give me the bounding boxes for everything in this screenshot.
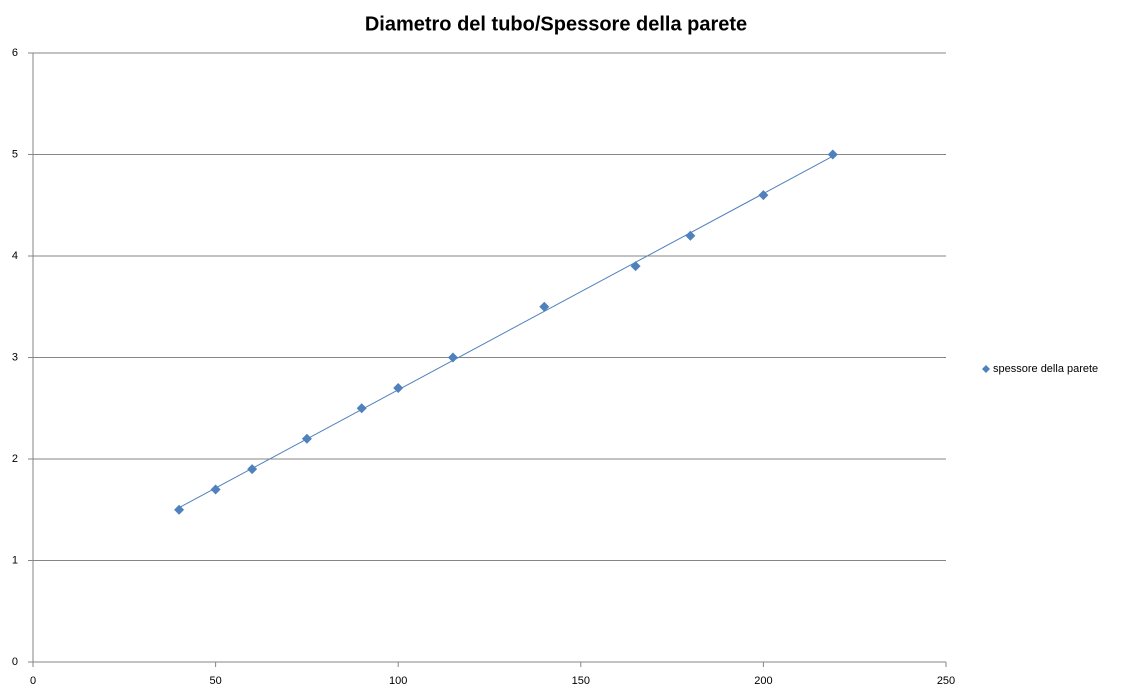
point (174, 504, 185, 515)
y-tick-label: 4 (12, 250, 18, 262)
x-tick-label: 150 (572, 675, 590, 687)
y-tick-label: 1 (12, 554, 18, 566)
x-tick-label: 50 (209, 675, 221, 687)
point (630, 261, 641, 272)
point (247, 464, 258, 475)
point (356, 403, 367, 414)
point (758, 190, 769, 201)
point (539, 301, 550, 312)
legend-marker (982, 365, 990, 373)
legend-label: spessore della parete (993, 363, 1098, 375)
x-tick-label: 200 (754, 675, 772, 687)
point (447, 352, 458, 363)
trendline (178, 155, 834, 509)
chart-title: Diametro del tubo/Spessore della parete (365, 13, 747, 35)
x-tick-label: 100 (389, 675, 407, 687)
y-tick-label: 5 (12, 148, 18, 160)
point (393, 382, 404, 393)
point (685, 230, 696, 241)
point (210, 484, 221, 495)
y-tick-label: 6 (12, 47, 18, 59)
x-tick-label: 250 (937, 675, 955, 687)
y-tick-label: 3 (12, 351, 18, 363)
y-tick-label: 0 (12, 656, 18, 668)
point (301, 433, 312, 444)
x-tick-label: 0 (30, 675, 36, 687)
point (827, 149, 838, 160)
y-tick-label: 2 (12, 453, 18, 465)
